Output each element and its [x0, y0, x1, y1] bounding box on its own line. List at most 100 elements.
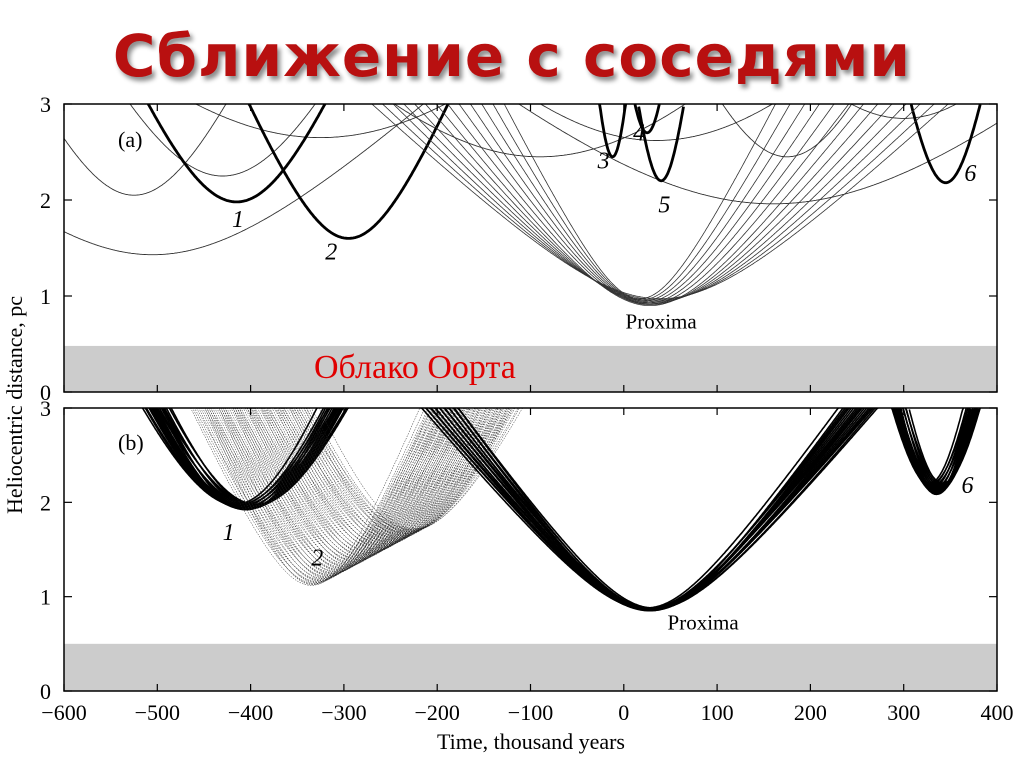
- clone-curve-2: [230, 408, 462, 567]
- clone-curve-2: [212, 408, 441, 578]
- clone-curve-2: [232, 408, 467, 565]
- clone-curve-2: [267, 408, 481, 552]
- background-curve: [64, 104, 227, 196]
- clone-curve-6: [908, 408, 977, 485]
- clone-curve-2: [201, 408, 440, 581]
- clone-curve-2: [224, 408, 447, 573]
- clone-curve-Proxima: [425, 408, 879, 611]
- clone-curve-2: [210, 408, 436, 580]
- clone-curve-2: [258, 408, 484, 553]
- x-tick-label: −200: [414, 700, 459, 725]
- clone-curve-2: [228, 408, 457, 569]
- clone-curve-Proxima: [438, 408, 860, 611]
- clone-curve-2: [198, 408, 429, 585]
- proxima-curve: [381, 104, 936, 301]
- y-tick-label: 2: [40, 188, 51, 213]
- clone-curve-1: [168, 408, 345, 505]
- proxima-curve: [391, 104, 922, 302]
- slide-title: Сближение с соседями: [112, 22, 912, 90]
- proxima-curve: [503, 104, 777, 300]
- curve-2: [247, 104, 450, 240]
- annotation-6: 6: [964, 161, 976, 187]
- panel-label-a: (a): [118, 127, 142, 152]
- panel-label-b: (b): [118, 430, 144, 455]
- clone-curve-2: [189, 408, 433, 586]
- proxima-curve: [402, 104, 908, 303]
- clone-curve-Proxima: [438, 408, 866, 610]
- clone-curve-2: [246, 408, 455, 564]
- ticks-b: 0 1 2 3: [40, 396, 998, 704]
- clone-curve-2: [222, 408, 465, 568]
- clone-curve-2: [191, 408, 438, 584]
- annotation-2: 2: [311, 546, 323, 572]
- clone-curve-2: [217, 408, 456, 572]
- y-tick-label: 2: [40, 490, 51, 515]
- x-tick-label: −500: [135, 700, 180, 725]
- clone-curve-2: [260, 408, 466, 557]
- y-axis-label: Heliocentric distance, pc: [2, 296, 27, 514]
- clone-curve-2: [214, 408, 445, 576]
- background-curve: [192, 104, 449, 139]
- clone-curve-2: [278, 408, 504, 542]
- clone-curve-2: [206, 408, 426, 584]
- clone-curve-2: [232, 408, 444, 571]
- clone-curve-2: [283, 408, 513, 538]
- clone-curve-Proxima: [429, 408, 864, 610]
- clone-curve-2: [220, 408, 460, 570]
- clone-curve-Proxima: [442, 408, 857, 612]
- clone-curve-2: [255, 408, 474, 557]
- background-curve: [392, 104, 688, 158]
- annotation-6: 6: [962, 473, 974, 499]
- curve-1: [146, 104, 327, 204]
- y-tick-label: 0: [40, 679, 51, 704]
- clone-curve-Proxima: [429, 408, 877, 610]
- annotation-2: 2: [325, 240, 337, 266]
- clone-curve-Proxima: [443, 408, 863, 610]
- clone-curve-2: [200, 408, 434, 583]
- clone-curve-2: [306, 408, 504, 535]
- ticks-a: 0 1 2 3: [40, 92, 998, 405]
- proxima-curve: [446, 104, 850, 305]
- clone-curve-2: [208, 408, 454, 575]
- clone-curves-b: [141, 408, 981, 612]
- proxima-curve: [412, 104, 894, 304]
- background-curve: [129, 104, 317, 177]
- proxima-curve: [370, 104, 950, 300]
- background-curve: [64, 104, 426, 256]
- background-curve: [516, 104, 997, 205]
- clone-curve-2: [310, 408, 513, 531]
- annotation-4: 4: [633, 120, 645, 146]
- clone-curve-Proxima: [433, 408, 869, 611]
- clone-curve-2: [291, 408, 493, 542]
- clone-curve-2: [215, 408, 451, 574]
- annotation-3: 3: [597, 148, 610, 174]
- clone-curve-2: [279, 408, 486, 547]
- clone-curve-2: [244, 408, 473, 560]
- x-tick-label: 400: [981, 700, 1014, 725]
- clone-curve-2: [253, 408, 492, 552]
- x-tick-labels: −600 −500 −400 −300 −200 −100 0 100 200 300 400: [41, 700, 1013, 725]
- clone-curve-2: [248, 408, 460, 563]
- clone-curve-2: [308, 408, 509, 533]
- clone-curve-2: [248, 408, 483, 556]
- clone-curve-2: [222, 408, 443, 575]
- x-tick-label: 0: [618, 700, 629, 725]
- background-curve: [721, 104, 853, 158]
- clone-curve-2: [289, 408, 488, 543]
- oort-cloud-label: Облако Оорта: [314, 349, 516, 386]
- clone-curve-2: [240, 408, 463, 564]
- clone-curve-2: [268, 408, 503, 545]
- oort-cloud-band-a: [64, 345, 997, 392]
- proxima-curve: [435, 104, 865, 306]
- curve-3: [598, 104, 628, 159]
- curve-6: [909, 104, 982, 185]
- background-curve: [538, 104, 775, 141]
- x-tick-label: −300: [321, 700, 366, 725]
- clone-curve-2: [220, 408, 437, 577]
- clone-curve-2: [242, 408, 468, 562]
- annotation-5: 5: [658, 192, 670, 218]
- clone-curve-Proxima: [434, 408, 862, 610]
- clone-curve-2: [236, 408, 454, 568]
- x-tick-label: −600: [41, 700, 86, 725]
- clone-curve-Proxima: [457, 408, 850, 609]
